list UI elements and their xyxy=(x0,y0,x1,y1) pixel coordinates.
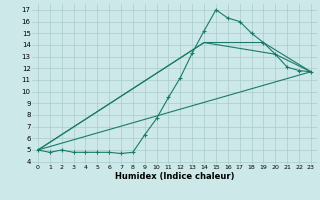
X-axis label: Humidex (Indice chaleur): Humidex (Indice chaleur) xyxy=(115,172,234,181)
